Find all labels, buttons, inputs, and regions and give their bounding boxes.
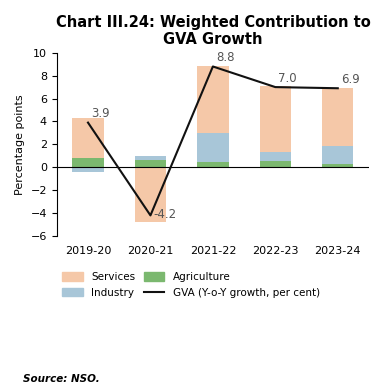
Title: Chart III.24: Weighted Contribution to
GVA Growth: Chart III.24: Weighted Contribution to G… <box>56 15 370 47</box>
Text: 3.9: 3.9 <box>91 107 110 120</box>
Bar <box>260 152 291 161</box>
Bar <box>322 164 353 167</box>
Bar <box>73 158 104 167</box>
Bar <box>260 161 291 167</box>
Bar <box>197 162 228 167</box>
Text: -4.2: -4.2 <box>154 208 177 221</box>
Bar <box>322 146 353 164</box>
Bar <box>197 66 228 133</box>
Legend: Services, Industry, Agriculture, GVA (Y-o-Y growth, per cent): Services, Industry, Agriculture, GVA (Y-… <box>62 273 320 298</box>
Text: 8.8: 8.8 <box>216 51 235 64</box>
Bar <box>135 161 166 167</box>
Bar <box>260 86 291 152</box>
Bar <box>322 88 353 146</box>
Bar <box>73 118 104 158</box>
Bar <box>73 167 104 172</box>
Text: 7.0: 7.0 <box>278 72 297 85</box>
Bar <box>135 156 166 161</box>
Text: 6.9: 6.9 <box>341 73 360 86</box>
Text: Source: NSO.: Source: NSO. <box>23 374 100 384</box>
Bar <box>135 167 166 222</box>
Bar <box>197 133 228 162</box>
Y-axis label: Percentage points: Percentage points <box>15 94 25 195</box>
